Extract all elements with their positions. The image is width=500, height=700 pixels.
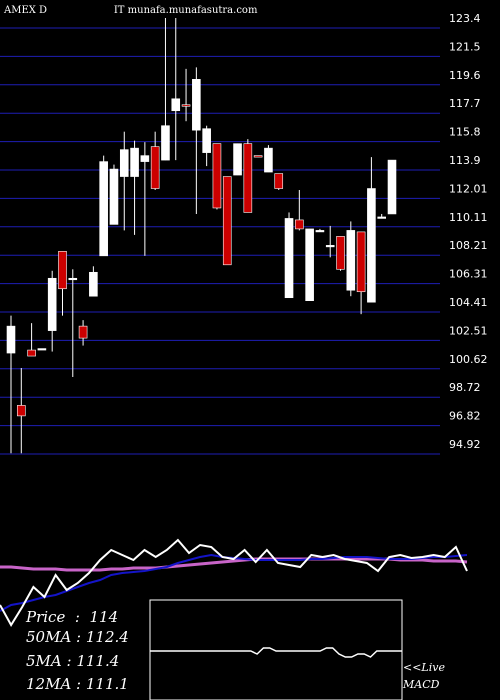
candle-up [119,149,129,177]
candle-down [274,173,284,189]
candle-up [202,128,211,153]
y-tick-label: 100.62 [449,353,488,366]
ma12-readout: 12MA : 111.1 [26,675,129,693]
candle-down [336,236,345,270]
candle-down [78,325,88,339]
ma50-readout: 50MA : 112.4 [26,628,129,646]
y-tick-label: 121.5 [449,40,481,53]
candle-down [243,143,253,213]
y-tick-label: 117.7 [449,97,481,110]
ticker-text: IT [113,5,125,16]
candle-up [89,271,98,297]
candle-up [233,143,242,176]
candle-up [109,168,119,225]
y-tick-label: 106.31 [449,268,488,281]
y-tick-label: 98.72 [449,381,481,394]
candle-up [377,216,387,219]
ma-short-line [0,553,468,612]
candle-up [140,155,150,162]
ma50-label: 50MA [26,628,72,646]
price-line [0,538,468,627]
ma12-label: 12MA [26,675,72,693]
candle-up [315,230,325,233]
macd-box [149,599,403,700]
candle-down [16,405,26,417]
y-tick-label: 113.9 [449,154,481,167]
candle-up [47,277,57,331]
price-readout: Price : 114 [26,608,119,626]
ma-long-line [0,557,468,572]
candle-up [130,147,139,177]
candle-up [37,348,47,351]
candle-down [58,251,67,290]
price-label: Price [26,608,66,626]
live-label[interactable]: <<Live [403,661,445,674]
candle-down [222,176,232,266]
candle-up [367,188,376,303]
site-text: munafa.munafasutra.com [127,5,258,16]
candle-up [264,147,273,173]
symbol-text: AMEX D [4,5,48,16]
candle-up [325,245,335,248]
candle-down [212,143,222,209]
candle-down [181,104,191,107]
price-value: 114 [89,608,119,626]
ma50-value: 112.4 [85,628,129,646]
candle-up [99,161,108,257]
ma5-value: 111.4 [76,652,120,670]
macd-label: MACD [403,678,440,691]
ma5-readout: 5MA : 111.4 [26,652,120,670]
candle-up [387,159,397,215]
y-tick-label: 94.92 [449,438,481,451]
candle-up [192,79,201,131]
ma12-value: 111.1 [85,675,129,693]
candle-up [161,125,170,161]
candle-up [6,325,16,354]
ma5-label: 5MA [26,652,62,670]
y-tick-label: 115.8 [449,126,481,139]
candle-down [295,219,304,230]
y-tick-label: 108.21 [449,239,488,252]
candle-down [27,349,36,357]
candle-up [305,228,314,302]
macd-line [150,647,402,658]
y-tick-label: 96.82 [449,410,481,423]
y-tick-label: 112.01 [449,182,488,195]
y-tick-label: 110.11 [449,211,488,224]
candle-down [253,155,263,158]
candle-down [150,146,160,189]
candle-up [284,218,294,299]
y-tick-label: 102.51 [449,324,488,337]
candle-up [346,230,356,291]
y-tick-label: 123.4 [449,12,481,25]
y-tick-label: 104.41 [449,296,488,309]
candle-up [68,277,78,281]
chart-header: AMEX D IT munafa.munafasutra.com [4,5,257,16]
y-tick-label: 119.6 [449,69,481,82]
candle-up [171,98,181,112]
candle-down [356,231,366,293]
